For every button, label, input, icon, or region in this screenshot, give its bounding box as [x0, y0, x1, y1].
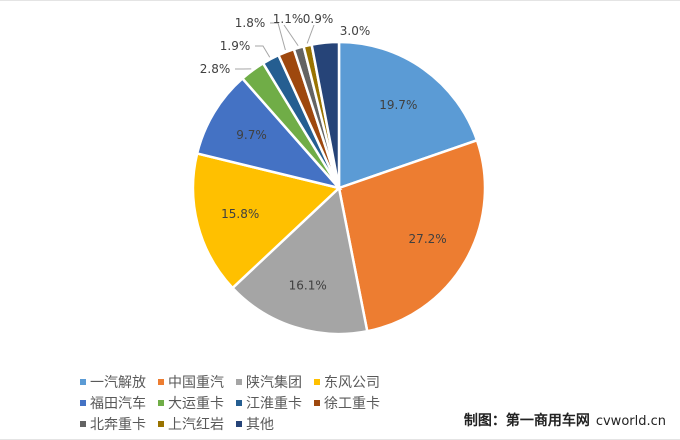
legend-label: 徐工重卡	[324, 396, 380, 412]
data-label: 19.7%	[379, 98, 417, 112]
data-label: 1.9%	[220, 39, 251, 53]
credit-site: cvworld.cn	[595, 414, 666, 429]
legend-item: 福田汽车	[80, 393, 146, 413]
data-label: 3.0%	[340, 24, 371, 38]
leader-line	[306, 24, 315, 44]
data-label: 1.1%	[273, 12, 304, 26]
legend-item: 北奔重卡	[80, 414, 146, 434]
legend-item: 大运重卡	[158, 393, 224, 413]
legend-item: 中国重汽	[158, 372, 224, 392]
legend-swatch	[80, 400, 86, 406]
legend-label: 北奔重卡	[90, 417, 146, 433]
leader-line	[255, 45, 271, 58]
legend-label: 一汽解放	[90, 375, 146, 391]
pie-slice-2	[337, 138, 487, 333]
legend-item: 徐工重卡	[314, 393, 380, 413]
pie-slice-3	[230, 185, 369, 336]
legend-label: 陕汽集团	[246, 375, 302, 391]
legend-swatch	[236, 421, 242, 427]
data-label: 27.2%	[409, 232, 447, 246]
legend-label: 上汽红岩	[168, 417, 224, 433]
data-label: 15.8%	[221, 207, 259, 221]
pie-slice-5	[195, 76, 343, 191]
legend-label: 江淮重卡	[246, 396, 302, 412]
legend: 一汽解放 中国重汽 陕汽集团 东风公司福田汽车 大运重卡 江淮重卡 徐工重卡北奔重卡 上汽红岩…	[80, 372, 380, 434]
data-label: 9.7%	[236, 128, 267, 142]
legend-item: 其他	[236, 414, 302, 434]
legend-item: 上汽红岩	[158, 414, 224, 434]
pie-slice-4	[191, 151, 342, 290]
legend-label: 中国重汽	[168, 375, 224, 391]
legend-swatch	[80, 421, 86, 427]
legend-swatch	[80, 379, 86, 385]
legend-item: 一汽解放	[80, 372, 146, 392]
legend-swatch	[236, 400, 242, 406]
data-label: 2.8%	[200, 62, 231, 76]
pie-slice-11	[310, 40, 341, 189]
data-label: 16.1%	[289, 278, 327, 292]
credit-text: 制图：第一商用车网	[463, 413, 590, 429]
legend-label: 其他	[246, 417, 274, 433]
legend-item: 江淮重卡	[236, 393, 302, 413]
credit: 制图：第一商用车网 cvworld.cn	[464, 410, 666, 430]
legend-swatch	[158, 400, 164, 406]
legend-swatch	[158, 379, 164, 385]
leader-line	[270, 22, 286, 51]
legend-swatch	[314, 400, 320, 406]
legend-label: 大运重卡	[168, 396, 224, 412]
legend-label: 东风公司	[324, 375, 380, 391]
data-label: 0.9%	[303, 12, 334, 26]
legend-label: 福田汽车	[90, 396, 146, 412]
legend-swatch	[236, 379, 242, 385]
legend-swatch	[314, 379, 320, 385]
data-label: 1.8%	[235, 16, 266, 30]
leader-line	[283, 24, 299, 47]
legend-swatch	[158, 421, 164, 427]
legend-item: 东风公司	[314, 372, 380, 392]
legend-item: 陕汽集团	[236, 372, 302, 392]
